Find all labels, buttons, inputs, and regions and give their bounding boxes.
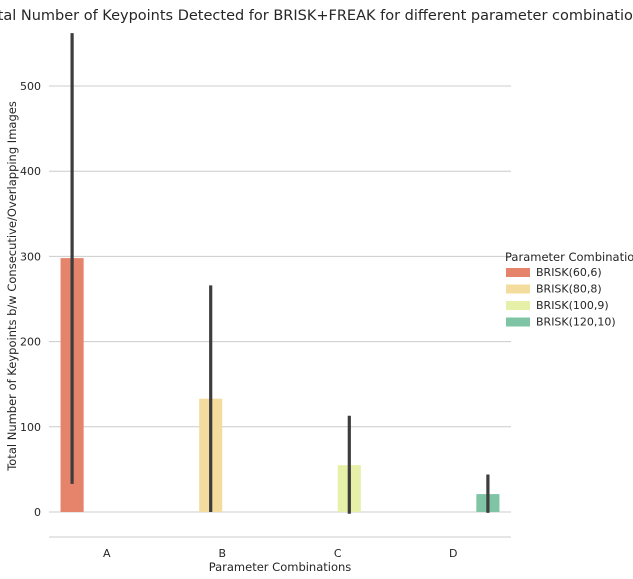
grid <box>49 85 511 513</box>
y-tick-label: 100 <box>20 421 41 434</box>
y-axis: 0 100 200 300 400 500 <box>20 80 41 519</box>
legend-label: BRISK(60,6) <box>536 266 602 279</box>
y-tick-label: 500 <box>20 80 41 93</box>
y-tick-label: 300 <box>20 250 41 263</box>
bars <box>60 258 500 512</box>
x-tick-label: A <box>103 547 111 560</box>
legend-swatch <box>506 301 530 310</box>
legend-label: BRISK(120,10) <box>536 316 616 329</box>
legend-label: BRISK(100,9) <box>536 299 609 312</box>
legend: Parameter Combinations BRISK(60,6) BRISK(… <box>505 250 633 329</box>
legend-swatch <box>506 268 530 277</box>
legend-swatch <box>506 317 530 327</box>
error-bars <box>70 33 490 514</box>
legend-swatch <box>506 284 530 294</box>
y-tick-label: 200 <box>20 336 41 349</box>
chart-title: Total Number of Keypoints Detected for B… <box>0 8 633 24</box>
x-axis-label: Parameter Combinations <box>209 560 352 574</box>
x-tick-label: B <box>218 547 226 560</box>
y-tick-label: 400 <box>20 165 41 178</box>
x-tick-label: D <box>449 547 457 560</box>
legend-title: Parameter Combinations <box>505 250 633 264</box>
y-tick-label: 0 <box>34 506 41 519</box>
x-axis: A B C D <box>103 547 458 560</box>
legend-label: BRISK(80,8) <box>536 283 602 296</box>
y-axis-label: Total Number of Keypoints b/w Consecutiv… <box>5 101 19 472</box>
x-tick-label: C <box>334 547 342 560</box>
